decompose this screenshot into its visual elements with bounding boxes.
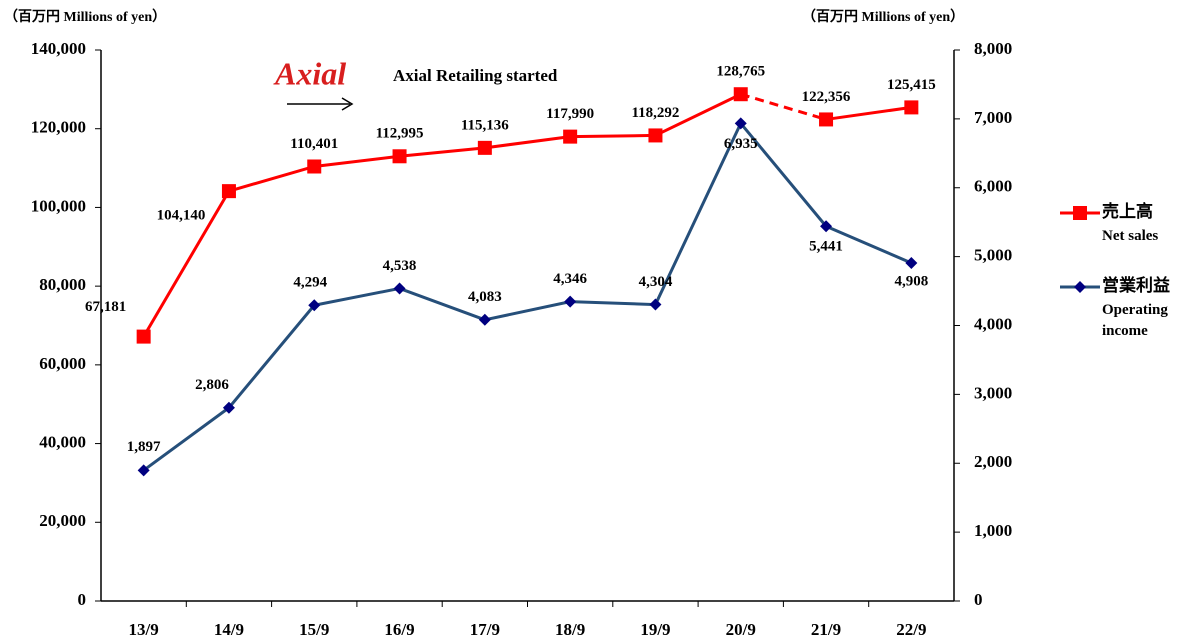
data-label: 110,401 bbox=[290, 136, 338, 152]
marker bbox=[733, 87, 748, 102]
legend-sublabel: Net sales bbox=[1102, 228, 1159, 244]
data-label: 4,304 bbox=[639, 274, 673, 290]
data-label: 104,140 bbox=[157, 208, 206, 224]
series-line bbox=[142, 120, 912, 472]
x-tick-label: 22/9 bbox=[896, 620, 926, 639]
y-tick-label: 80,000 bbox=[39, 275, 86, 294]
y2-tick-label: 2,000 bbox=[974, 452, 1012, 471]
legend-marker bbox=[1073, 206, 1087, 220]
x-tick-label: 21/9 bbox=[811, 620, 841, 639]
y2-tick-label: 4,000 bbox=[974, 314, 1012, 333]
x-tick-label: 16/9 bbox=[384, 620, 414, 639]
marker bbox=[478, 313, 491, 326]
x-tick-label: 17/9 bbox=[470, 620, 500, 639]
data-label: 67,181 bbox=[85, 299, 126, 315]
data-label: 122,356 bbox=[802, 89, 851, 105]
data-label: 4,294 bbox=[293, 275, 327, 291]
marker bbox=[477, 140, 492, 155]
data-label: 125,415 bbox=[887, 77, 936, 93]
y-axis-label: （百万円 Millions of yen） bbox=[4, 9, 166, 25]
data-label: 112,995 bbox=[376, 126, 424, 142]
annotation: Axial Retailing started bbox=[393, 66, 558, 85]
marker bbox=[137, 464, 150, 477]
marker bbox=[563, 129, 578, 144]
y-tick-label: 20,000 bbox=[39, 511, 86, 530]
legend-sublabel-box: Net sales bbox=[1102, 228, 1159, 244]
legend-label: 売上高 bbox=[1102, 201, 1153, 221]
legend-sublabel-box: Operating income bbox=[1102, 302, 1168, 339]
data-label: 4,083 bbox=[468, 289, 502, 305]
data-label: 117,990 bbox=[546, 106, 594, 122]
y2-tick-label: 8,000 bbox=[974, 39, 1012, 58]
data-label: 4,346 bbox=[553, 271, 587, 287]
marker bbox=[307, 159, 322, 174]
marker bbox=[820, 220, 833, 233]
x-tick-label: 13/9 bbox=[129, 620, 159, 639]
y-tick-label: 120,000 bbox=[31, 118, 86, 137]
y-tick-label: 0 bbox=[78, 590, 87, 609]
marker bbox=[904, 100, 919, 115]
x-tick-label: 18/9 bbox=[555, 620, 585, 639]
data-label: 115,136 bbox=[461, 117, 509, 133]
y-tick-label: 100,000 bbox=[31, 196, 86, 215]
marker bbox=[308, 299, 321, 312]
y-tick-label: 60,000 bbox=[39, 354, 86, 373]
y2-tick-label: 1,000 bbox=[974, 521, 1012, 540]
y-tick-label: 40,000 bbox=[39, 432, 86, 451]
marker bbox=[649, 298, 662, 311]
marker bbox=[564, 295, 577, 308]
y2-tick-label: 6,000 bbox=[974, 177, 1012, 196]
marker bbox=[136, 329, 151, 344]
series-line bbox=[142, 92, 912, 338]
x-tick-label: 15/9 bbox=[299, 620, 329, 639]
marker bbox=[221, 184, 236, 199]
marker bbox=[819, 112, 834, 127]
data-label: 4,908 bbox=[894, 273, 928, 289]
marker bbox=[222, 401, 235, 414]
data-label: 5,441 bbox=[809, 239, 843, 255]
marker bbox=[648, 128, 663, 143]
arrow-head bbox=[341, 97, 354, 111]
x-tick-label: 20/9 bbox=[726, 620, 756, 639]
legend-sublabel: Operating income bbox=[1102, 302, 1168, 339]
data-label: 6,935 bbox=[724, 136, 758, 152]
y2-tick-label: 5,000 bbox=[974, 246, 1012, 265]
x-tick-label: 19/9 bbox=[640, 620, 670, 639]
x-tick-label: 14/9 bbox=[214, 620, 244, 639]
y-tick-label: 140,000 bbox=[31, 39, 86, 58]
marker bbox=[392, 149, 407, 164]
marker bbox=[734, 117, 747, 130]
logo: Axial bbox=[273, 55, 346, 91]
y2-tick-label: 7,000 bbox=[974, 108, 1012, 127]
legend-marker bbox=[1074, 281, 1086, 293]
marker bbox=[393, 282, 406, 295]
data-label: 2,806 bbox=[195, 377, 229, 393]
data-label: 4,538 bbox=[383, 258, 417, 274]
y2-axis-label: （百万円 Millions of yen） bbox=[802, 9, 964, 25]
data-label: 128,765 bbox=[716, 64, 765, 80]
legend-label: 営業利益 bbox=[1102, 275, 1170, 295]
data-label: 118,292 bbox=[631, 105, 679, 121]
y2-tick-label: 0 bbox=[974, 590, 983, 609]
data-label: 1,897 bbox=[127, 439, 161, 455]
marker bbox=[905, 256, 918, 269]
y2-tick-label: 3,000 bbox=[974, 383, 1012, 402]
